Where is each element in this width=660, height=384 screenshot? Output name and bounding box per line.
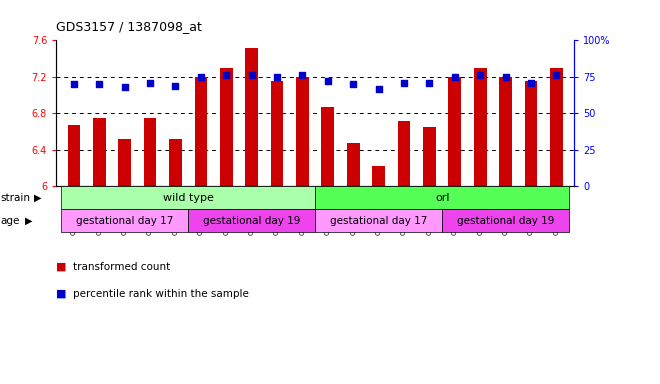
Text: age: age [0,216,19,226]
Point [551,72,562,78]
Point [195,74,206,80]
Bar [220,68,232,186]
Text: transformed count: transformed count [73,262,170,272]
Text: percentile rank within the sample: percentile rank within the sample [73,289,248,299]
Text: gestational day 19: gestational day 19 [457,216,554,226]
Point [69,81,79,87]
Bar [246,48,258,186]
Text: ▶: ▶ [25,216,32,226]
Point [500,74,511,80]
Bar [188,209,315,232]
Point [399,79,409,86]
Point [297,72,308,78]
Bar [474,68,486,186]
Text: gestational day 17: gestational day 17 [76,216,174,226]
Text: GDS3157 / 1387098_at: GDS3157 / 1387098_at [56,20,202,33]
Bar [347,144,360,186]
Point [323,78,333,84]
Bar [144,118,156,186]
Point [526,79,537,86]
Bar [499,77,512,186]
Bar [315,186,569,209]
Point [272,74,282,80]
Point [475,72,486,78]
Text: gestational day 17: gestational day 17 [330,216,427,226]
Bar [449,77,461,186]
Text: ▶: ▶ [34,193,42,203]
Bar [118,139,131,186]
Text: ■: ■ [56,262,67,272]
Bar [61,186,315,209]
Bar [423,127,436,186]
Point [119,84,130,90]
Bar [321,107,334,186]
Point [94,81,104,87]
Bar [525,81,537,186]
Point [449,74,460,80]
Text: ■: ■ [56,289,67,299]
Text: wild type: wild type [163,193,214,203]
Bar [398,121,411,186]
Point [170,83,181,89]
Bar [271,81,283,186]
Point [348,81,358,87]
Bar [169,139,182,186]
Point [424,79,435,86]
Text: orl: orl [435,193,449,203]
Point [221,72,232,78]
Point [246,72,257,78]
Point [145,79,155,86]
Text: gestational day 19: gestational day 19 [203,216,300,226]
Bar [315,209,442,232]
Bar [61,209,188,232]
Point [374,86,384,92]
Bar [296,77,309,186]
Bar [67,125,81,186]
Bar [442,209,569,232]
Bar [550,68,563,186]
Text: strain: strain [0,193,30,203]
Bar [93,118,106,186]
Bar [372,166,385,186]
Bar [195,77,207,186]
